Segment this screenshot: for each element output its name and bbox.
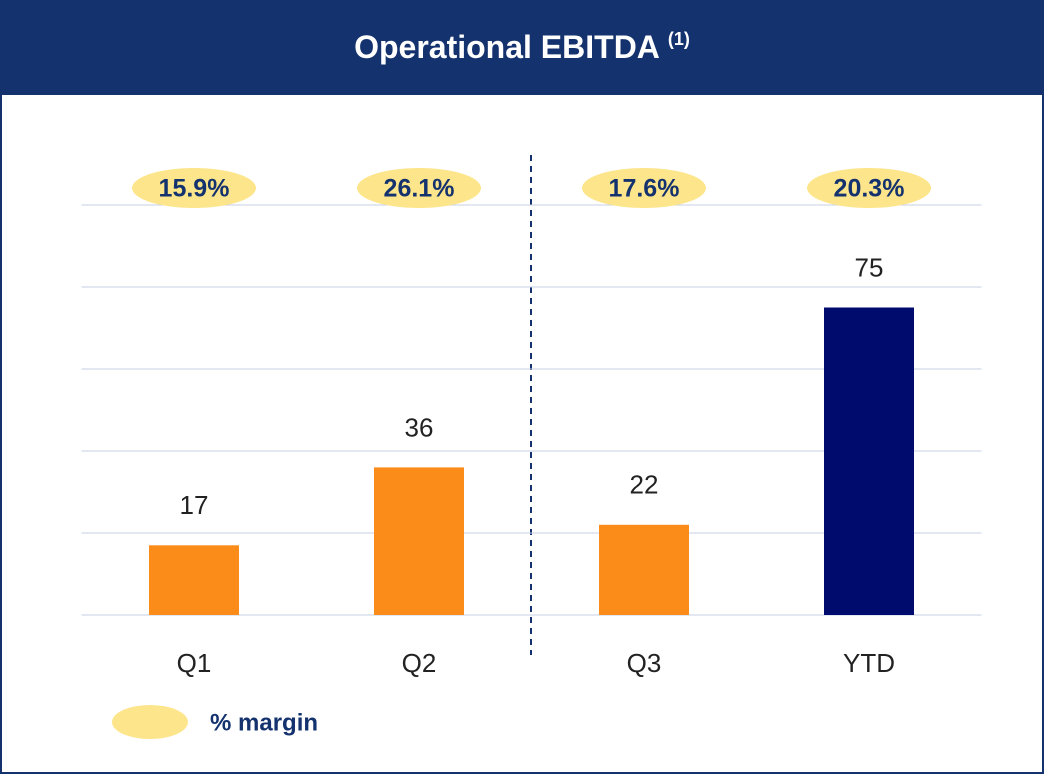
header bbox=[0, 0, 1044, 95]
margin-ellipse bbox=[132, 168, 256, 208]
x-tick-label: YTD bbox=[843, 648, 895, 678]
legend-swatch bbox=[112, 705, 188, 739]
bar bbox=[824, 307, 914, 615]
margin-ellipse bbox=[807, 168, 931, 208]
data-label: 17 bbox=[180, 490, 209, 520]
margin-label: 26.1% bbox=[384, 175, 455, 203]
bar bbox=[374, 467, 464, 615]
data-label: 36 bbox=[405, 412, 434, 442]
data-label: 75 bbox=[855, 252, 884, 282]
chart-title-group: Operational EBITDA (1) bbox=[354, 29, 690, 66]
x-tick-label: Q2 bbox=[402, 648, 437, 678]
margin-label: 17.6% bbox=[609, 175, 680, 203]
bar bbox=[149, 545, 239, 615]
x-tick-label: Q3 bbox=[627, 648, 662, 678]
bar bbox=[599, 524, 689, 615]
margin-label: 15.9% bbox=[159, 175, 230, 203]
margin-label: 20.3% bbox=[834, 175, 905, 203]
chart-title: Operational EBITDA bbox=[354, 29, 660, 65]
x-tick-label: Q1 bbox=[177, 648, 212, 678]
margin-ellipse bbox=[357, 168, 481, 208]
data-label: 22 bbox=[630, 470, 659, 500]
title-note: (1) bbox=[668, 29, 690, 49]
margin-ellipse bbox=[582, 168, 706, 208]
legend-label: % margin bbox=[210, 709, 318, 736]
